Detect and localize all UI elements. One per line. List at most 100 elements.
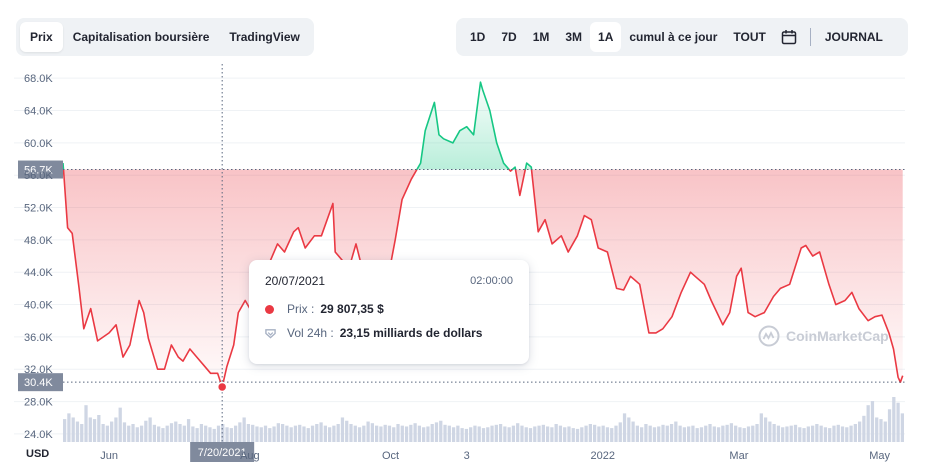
volume-bar — [516, 423, 520, 442]
volume-bar — [178, 424, 182, 442]
volume-bar — [306, 428, 310, 442]
volume-bar — [340, 417, 345, 442]
volume-bar — [721, 425, 725, 442]
cursor-date-badge-bg — [190, 442, 255, 462]
volume-bar — [828, 428, 832, 442]
volume-bar — [417, 425, 422, 442]
range-all-button[interactable]: TOUT — [733, 30, 766, 44]
log-scale-button[interactable]: JOURNAL — [824, 30, 883, 44]
y-tick-label: 48.0K — [24, 235, 53, 247]
volume-bar — [118, 407, 122, 442]
calendar-icon[interactable] — [774, 22, 804, 52]
volume-bar — [336, 424, 340, 442]
volume-bar — [652, 427, 657, 442]
cursor-date-badge: 7/20/2021 — [198, 447, 247, 459]
y-tick-label: 56.0K — [24, 170, 53, 182]
price-line-down — [62, 169, 418, 388]
volume-bar — [567, 426, 571, 442]
volume-bar — [746, 426, 751, 442]
range-1d-button[interactable]: 1D — [470, 30, 486, 44]
price-line-down — [530, 169, 904, 383]
volume-bar — [276, 423, 280, 442]
y-tick-label: 44.0K — [24, 267, 53, 279]
volume-bar — [157, 426, 161, 442]
volume-bar — [644, 424, 648, 442]
range-7d-button[interactable]: 7D — [501, 30, 517, 44]
range-ytd-button[interactable]: cumul à ce jour — [629, 30, 718, 44]
volume-bar — [657, 426, 661, 442]
volume-bar — [550, 427, 554, 442]
tab-tradingview[interactable]: TradingView — [229, 30, 300, 44]
volume-bar — [195, 428, 199, 442]
volume-bar — [785, 426, 789, 442]
volume-bar — [370, 423, 375, 442]
price-line-up — [416, 81, 510, 171]
watermark-text: CoinMarketCap — [786, 328, 889, 344]
tooltip-price-label: Prix : — [287, 302, 315, 316]
volume-bar — [97, 415, 101, 442]
volume-bar — [148, 417, 152, 442]
volume-bar — [186, 419, 191, 442]
volume-bar — [580, 427, 584, 442]
volume-bar — [259, 427, 263, 442]
volume-bar — [558, 425, 563, 442]
volume-bar — [182, 425, 186, 442]
volume-bar — [122, 422, 127, 442]
volume-bar — [221, 424, 225, 442]
volume-bar — [541, 424, 545, 442]
range-3m-button[interactable]: 3M — [565, 30, 583, 44]
volume-bar — [631, 421, 635, 442]
volume-bar — [896, 402, 900, 442]
volume-bar — [396, 424, 400, 442]
tab-market-cap[interactable]: Capitalisation boursière — [72, 30, 210, 44]
volume-bar — [490, 425, 494, 442]
y-tick-label: 24.0K — [24, 429, 53, 441]
volume-bar — [781, 427, 785, 442]
volume-bar — [229, 428, 233, 442]
y-tick-label: 28.0K — [24, 397, 53, 409]
volume-bar — [887, 409, 892, 442]
y-tick-label: 64.0K — [24, 106, 53, 118]
volume-bar — [404, 426, 409, 442]
volume-bar — [80, 424, 84, 442]
volume-icon — [265, 328, 276, 339]
volume-bar — [88, 417, 92, 442]
volume-bar — [422, 427, 426, 442]
volume-bar — [857, 421, 862, 442]
volume-bar — [293, 425, 298, 442]
cursor-dot — [216, 381, 228, 393]
volume-bar — [255, 426, 259, 442]
volume-bar — [353, 425, 357, 442]
price-chart-svg[interactable]: 56.7K 30.4K 7/20/2021 68.0K 64.0K 60.0K 56.0K… — [0, 62, 929, 469]
volume-bar — [481, 428, 486, 442]
volume-bar — [507, 427, 511, 442]
volume-bar — [233, 425, 238, 442]
volume-bar — [494, 424, 498, 442]
price-area-down — [515, 169, 526, 196]
x-tick-label: Oct — [382, 450, 399, 462]
volume-bar — [349, 424, 353, 442]
volume-bar — [605, 427, 610, 442]
volume-bar — [289, 427, 293, 442]
volume-bar — [738, 427, 742, 442]
tab-price[interactable]: Prix — [20, 22, 63, 52]
volume-bar — [879, 419, 883, 442]
range-1m-button[interactable]: 1M — [532, 30, 550, 44]
volume-bar — [345, 420, 349, 442]
x-tick-label: Aug — [240, 450, 260, 462]
volume-bar — [212, 428, 216, 442]
volume-bar — [216, 425, 221, 442]
y-tick-label: 68.0K — [24, 73, 53, 85]
price-chart[interactable]: 56.7K 30.4K 7/20/2021 68.0K 64.0K 60.0K 56.0K… — [0, 62, 929, 469]
price-line-down — [508, 168, 513, 172]
volume-bar — [712, 426, 716, 442]
volume-bar — [451, 427, 456, 442]
volume-bar — [443, 424, 447, 442]
range-1y-button[interactable]: 1A — [590, 22, 622, 52]
volume-bar — [618, 422, 622, 442]
volume-bar — [524, 427, 528, 442]
coinmarketcap-logo-icon — [758, 325, 780, 347]
volume-bar — [669, 424, 674, 442]
volume-bar — [640, 427, 644, 442]
volume-bar — [199, 424, 204, 442]
